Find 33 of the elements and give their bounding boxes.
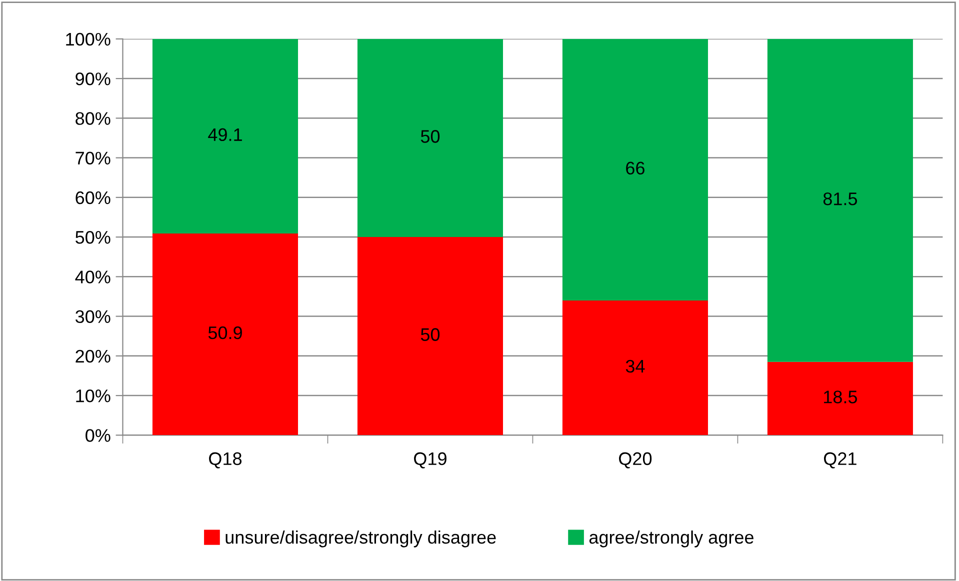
bar xyxy=(152,233,298,436)
x-tick-label: Q21 xyxy=(824,452,856,468)
y-tick-label: 30% xyxy=(76,310,110,324)
y-tick-label: 0% xyxy=(86,429,110,442)
y-tick-label: 50% xyxy=(76,230,110,244)
data-label: 50.9 xyxy=(208,326,242,340)
bar xyxy=(767,38,913,362)
y-tick-label: 10% xyxy=(76,389,110,402)
data-label: 18.5 xyxy=(824,390,858,404)
bar xyxy=(562,38,708,300)
y-tick-label: 90% xyxy=(76,72,110,86)
y-tick-label: 70% xyxy=(76,152,110,165)
bar xyxy=(357,237,503,436)
x-tick-label: Q18 xyxy=(209,452,242,468)
bar xyxy=(357,38,503,238)
y-tick-label: 60% xyxy=(76,191,110,204)
y-tick-label: 20% xyxy=(76,350,110,363)
data-label: 81.5 xyxy=(823,192,858,206)
bar xyxy=(767,362,913,436)
bar xyxy=(562,300,708,436)
data-label: 50 xyxy=(420,328,440,341)
data-label: 49.1 xyxy=(208,128,242,142)
legend-label: unsure/disagree/strongly disagree xyxy=(226,530,496,548)
y-tick-label: 100% xyxy=(66,32,110,46)
y-tick-label: 40% xyxy=(75,270,110,284)
x-tick-label: Q19 xyxy=(414,452,446,468)
bar xyxy=(152,38,298,234)
y-tick-label: 80% xyxy=(76,112,110,125)
legend-label: agree/strongly agree xyxy=(589,530,754,548)
data-label: 34 xyxy=(626,360,645,373)
data-label: 50 xyxy=(420,130,440,143)
x-tick-label: Q20 xyxy=(619,452,652,468)
data-label: 66 xyxy=(626,162,644,175)
